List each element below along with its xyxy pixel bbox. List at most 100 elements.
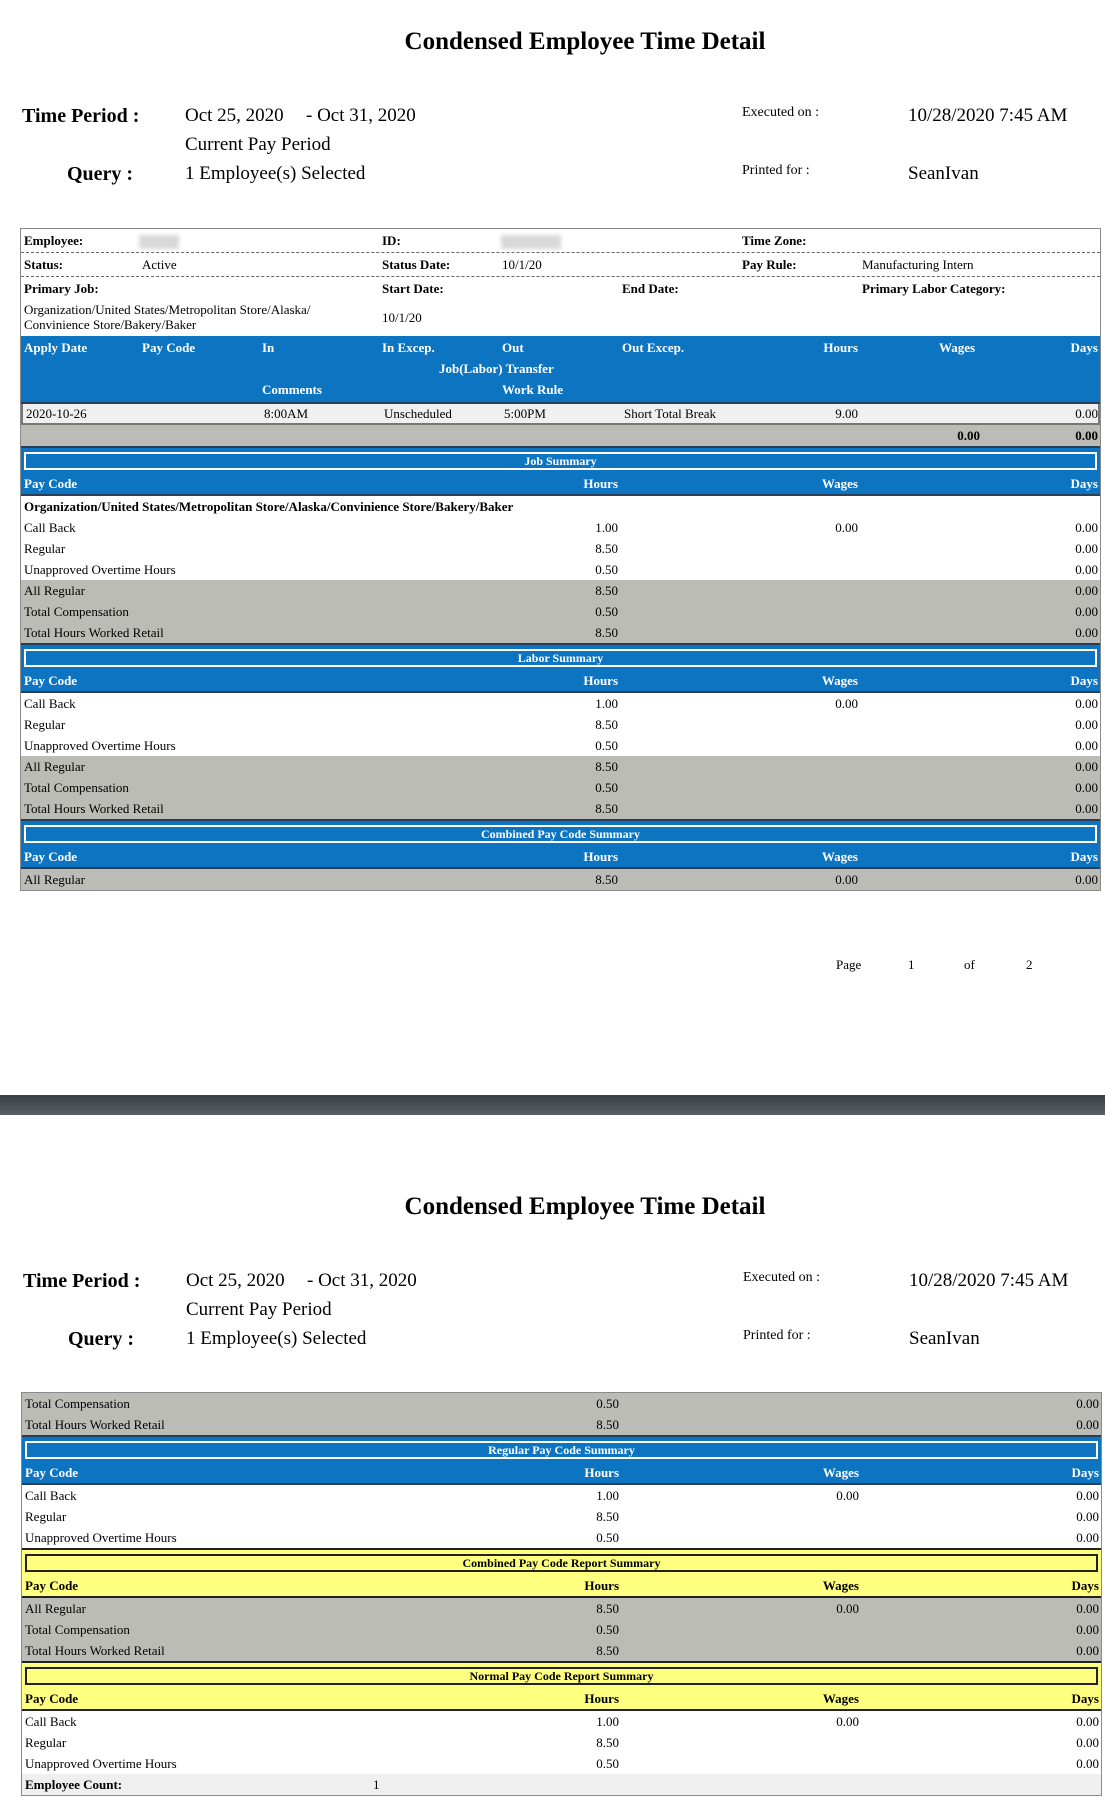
row-days: 0.00 [1076, 1714, 1099, 1729]
row-pay-code: Unapproved Overtime Hours [24, 738, 176, 753]
status-date-value: 10/1/20 [502, 257, 542, 272]
start-date-value: 10/1/20 [382, 310, 422, 325]
row-hours: 0.50 [596, 1756, 619, 1771]
table-row: All Regular 8.50 0.00 0.00 [21, 869, 1100, 890]
employee-info: Employee: ID: Time Zone: Status: Active … [21, 229, 1100, 336]
row-hours: 8.50 [595, 759, 618, 774]
col-wages: Wages [822, 1465, 859, 1480]
printed-label: Printed for : [742, 163, 810, 178]
table-row: Total Hours Worked Retail 8.50 0.00 [21, 622, 1100, 643]
detail-in: 8:00AM [264, 406, 309, 421]
row-days: 0.00 [1075, 696, 1098, 711]
table-row: Total Hours Worked Retail 8.50 0.00 [21, 798, 1100, 819]
section-column-header: Pay Code Hours Wages Days [21, 847, 1100, 869]
time-period-label: Time Period : [23, 1270, 141, 1292]
row-days: 0.00 [1075, 759, 1098, 774]
executed-value: 10/28/2020 7:45 AM [908, 105, 1068, 126]
row-pay-code: Total Hours Worked Retail [25, 1417, 165, 1432]
summary-section: Job Summary Pay Code Hours Wages Days Organiz… [21, 446, 1100, 643]
section-title: Normal Pay Code Report Summary [25, 1667, 1098, 1685]
col-days: Days [1071, 1465, 1099, 1480]
col-comments: Comments [262, 382, 322, 397]
row-hours: 8.50 [595, 541, 618, 556]
row-hours: 0.50 [595, 780, 618, 795]
summary-section: Regular Pay Code Summary Pay Code Hours Wag… [22, 1435, 1101, 1548]
section-title: Combined Pay Code Summary [24, 825, 1097, 843]
row-hours: 1.00 [595, 520, 618, 535]
col-hours: Hours [583, 849, 618, 864]
table-row: Total Compensation 0.50 0.00 [22, 1393, 1101, 1414]
primary-job-line1: Organization/United States/Metropolitan … [24, 302, 311, 317]
col-days: Days [1071, 1691, 1099, 1706]
row-hours: 8.50 [595, 625, 618, 640]
col-work-rule: Work Rule [502, 382, 564, 397]
row-days: 0.00 [1076, 1396, 1099, 1411]
summary-section: Combined Pay Code Summary Pay Code Hours Wa… [21, 819, 1100, 890]
row-hours: 8.50 [596, 1735, 619, 1750]
row-days: 0.00 [1076, 1643, 1099, 1658]
row-pay-code: Call Back [24, 696, 76, 711]
section-title: Combined Pay Code Report Summary [25, 1554, 1098, 1572]
table-row: Regular 8.50 0.00 [22, 1732, 1101, 1753]
row-days: 0.00 [1075, 872, 1098, 887]
col-hours: Hours [584, 1578, 619, 1593]
row-pay-code: Call Back [25, 1488, 77, 1503]
detail-in-excep: Unscheduled [384, 406, 452, 421]
row-hours: 0.50 [595, 604, 618, 619]
detail-out-excep: Short Total Break [624, 406, 717, 421]
row-wages: 0.00 [835, 872, 858, 887]
employee-label: Employee: [24, 233, 84, 248]
row-days: 0.00 [1075, 801, 1098, 816]
row-wages: 0.00 [836, 1488, 859, 1503]
employee-name-redacted [139, 229, 179, 252]
col-days: Days [1070, 673, 1098, 688]
col-pay-code: Pay Code [25, 1465, 79, 1480]
col-transfer: Job(Labor) Transfer [439, 361, 554, 376]
row-pay-code: Total Hours Worked Retail [24, 801, 164, 816]
period-end: - Oct 31, 2020 [306, 105, 416, 126]
row-hours: 1.00 [596, 1488, 619, 1503]
row-hours: 8.50 [596, 1601, 619, 1616]
detail-row: 2020-10-26 8:00AM Unscheduled 5:00PM Sho… [21, 404, 1100, 425]
query-value: 1 Employee(s) Selected [185, 163, 366, 184]
col-pay-code: Pay Code [24, 849, 78, 864]
row-hours: 8.50 [596, 1643, 619, 1658]
page-number: 1 [908, 957, 915, 972]
printed-value: SeanIvan [908, 163, 979, 184]
detail-apply-date: 2020-10-26 [26, 406, 87, 421]
table-row: Regular 8.50 0.00 [21, 538, 1100, 559]
page-label: Page [836, 957, 862, 972]
col-days: Days [1071, 1578, 1099, 1593]
employee-count-label: Employee Count: [25, 1777, 123, 1792]
col-pay-code: Pay Code [25, 1578, 79, 1593]
col-hours: Hours [823, 340, 858, 355]
row-days: 0.00 [1076, 1530, 1099, 1545]
row-wages: 0.00 [836, 1601, 859, 1616]
report-title: Condensed Employee Time Detail [404, 28, 766, 55]
col-days: Days [1070, 476, 1098, 491]
period-start: Oct 25, 2020 [185, 105, 284, 126]
group-row: Organization/United States/Metropolitan … [21, 496, 1100, 517]
row-pay-code: Regular [24, 717, 66, 732]
summary-section: Normal Pay Code Report Summary Pay Code Ho… [22, 1661, 1101, 1774]
row-hours: 8.50 [595, 583, 618, 598]
page-1-summaries: Job Summary Pay Code Hours Wages Days Organiz… [21, 446, 1100, 890]
status-date-label: Status Date: [382, 257, 451, 272]
pay-rule-value: Manufacturing Intern [862, 257, 974, 272]
total-wages: 0.00 [957, 428, 980, 443]
col-in-excep: In Excep. [382, 340, 435, 355]
row-wages: 0.00 [835, 696, 858, 711]
report-table-page-2: Total Compensation 0.50 0.00 Total Hours Wo… [21, 1392, 1102, 1796]
table-row: Regular 8.50 0.00 [21, 714, 1100, 735]
id-label: ID: [382, 233, 401, 248]
summary-section: Total Compensation 0.50 0.00 Total Hours Wo… [22, 1393, 1101, 1435]
period-start: Oct 25, 2020 [186, 1270, 285, 1291]
detail-days: 0.00 [1075, 406, 1098, 421]
table-row: Unapproved Overtime Hours 0.50 0.00 [21, 559, 1100, 580]
row-hours: 0.50 [596, 1622, 619, 1637]
section-banner: Labor Summary [21, 643, 1100, 671]
row-hours: 1.00 [595, 696, 618, 711]
row-pay-code: Regular [25, 1509, 67, 1524]
col-wages: Wages [821, 849, 858, 864]
col-days: Days [1070, 340, 1098, 355]
